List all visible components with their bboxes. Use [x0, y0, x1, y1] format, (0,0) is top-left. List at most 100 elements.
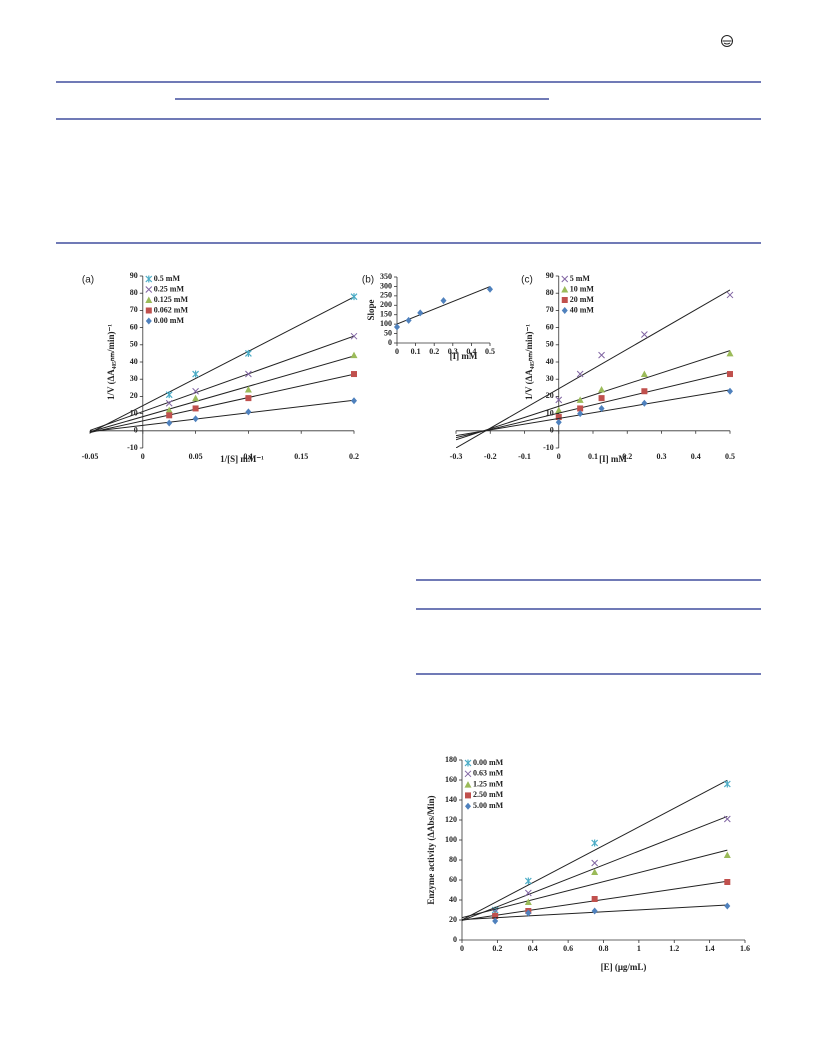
- legend-label: 2.50 mM: [473, 790, 504, 799]
- y-tick-label: 0: [388, 338, 392, 347]
- data-point: [641, 399, 648, 407]
- y-tick-label: 80: [546, 288, 554, 297]
- x-axis-title: 1/[S] mM⁻¹: [220, 454, 264, 464]
- trend-line: [90, 296, 354, 434]
- data-point: [350, 351, 358, 359]
- data-point: [394, 323, 400, 331]
- data-point: [598, 395, 605, 402]
- data-point: [145, 296, 153, 303]
- data-point: [351, 371, 357, 378]
- y-tick-label: 40: [130, 357, 138, 366]
- data-point: [192, 394, 200, 402]
- x-tick-label: 0.4: [528, 944, 538, 953]
- x-tick-label: 0.6: [563, 944, 573, 953]
- data-point: [641, 388, 648, 395]
- data-point: [576, 396, 584, 403]
- x-tick-label: -0.1: [518, 452, 531, 461]
- data-point: [555, 396, 563, 404]
- x-tick-label: 0.2: [349, 452, 359, 461]
- legend-label: 0.062 mM: [154, 305, 189, 314]
- trend-line: [90, 335, 354, 431]
- data-point: [591, 859, 599, 867]
- data-point: [165, 399, 173, 407]
- y-tick-label: 80: [449, 855, 457, 864]
- legend-label: 0.00 mM: [154, 316, 185, 325]
- y-tick-label: 70: [130, 305, 138, 314]
- data-point: [351, 397, 357, 405]
- y-tick-label: 50: [546, 340, 554, 349]
- y-tick-label: 50: [384, 328, 392, 337]
- legend-label: 5.00 mM: [473, 801, 504, 810]
- x-tick-label: 1.6: [740, 944, 750, 953]
- trend-line: [397, 286, 490, 325]
- y-tick-label: 0: [134, 426, 138, 435]
- data-point: [192, 370, 200, 378]
- data-point: [405, 316, 412, 324]
- x-tick-label: 0.5: [725, 452, 735, 461]
- y-tick-label: 0: [550, 426, 554, 435]
- x-axis-title: [E] (μg/mL): [601, 962, 647, 972]
- data-point: [591, 868, 599, 875]
- data-point: [561, 297, 568, 303]
- panel-label: (b): [362, 275, 374, 286]
- legend-label: 0.00 mM: [473, 758, 504, 767]
- y-axis-title: Slope: [366, 299, 376, 320]
- data-point: [727, 387, 733, 395]
- data-point: [244, 349, 252, 357]
- data-point: [245, 395, 252, 402]
- data-point: [166, 412, 173, 419]
- data-point: [492, 913, 499, 919]
- data-point: [524, 877, 532, 885]
- y-tick-label: -10: [127, 443, 138, 452]
- y-tick-label: 70: [546, 305, 554, 314]
- data-point: [640, 370, 648, 378]
- x-tick-label: 0: [141, 452, 145, 461]
- data-point: [487, 285, 493, 293]
- x-tick-label: 0.4: [466, 347, 476, 356]
- data-point: [192, 415, 199, 423]
- x-tick-label: 1.4: [705, 944, 715, 953]
- panel-label: (a): [82, 275, 94, 286]
- x-axis-title: [I] mM: [450, 351, 478, 361]
- data-point: [464, 759, 472, 767]
- y-tick-label: 20: [130, 391, 138, 400]
- x-tick-label: -0.3: [450, 452, 463, 461]
- legend-label: 0.5 mM: [154, 274, 181, 283]
- x-tick-label: 0.3: [448, 347, 458, 356]
- legend-label: 40 mM: [570, 305, 595, 314]
- data-point: [165, 391, 173, 399]
- data-point: [464, 770, 472, 778]
- y-tick-label: 30: [130, 374, 138, 383]
- y-tick-label: 20: [449, 915, 457, 924]
- x-tick-label: 0: [557, 452, 561, 461]
- x-tick-label: 0.05: [189, 452, 203, 461]
- x-tick-label: 0.8: [599, 944, 609, 953]
- y-tick-label: 200: [380, 300, 392, 309]
- x-tick-label: 1.2: [669, 944, 679, 953]
- y-axis-title: Enzyme activity (ΔAbs/Min): [426, 795, 436, 904]
- x-tick-label: 0.5: [485, 347, 495, 356]
- data-point: [598, 386, 606, 393]
- data-point: [723, 780, 731, 788]
- x-tick-label: 0.2: [429, 347, 439, 356]
- data-point: [727, 371, 733, 378]
- data-point: [726, 291, 734, 299]
- data-point: [145, 286, 153, 293]
- x-tick-label: -0.05: [82, 452, 99, 461]
- data-point: [591, 896, 598, 902]
- y-tick-label: 80: [130, 288, 138, 297]
- data-point: [145, 317, 152, 325]
- y-tick-label: 40: [449, 895, 457, 904]
- trend-line: [462, 849, 728, 919]
- y-tick-label: 350: [380, 272, 392, 281]
- y-tick-label: 250: [380, 291, 392, 300]
- x-tick-label: 0: [460, 944, 464, 953]
- journal-icon: [721, 35, 733, 47]
- y-tick-label: 90: [130, 271, 138, 280]
- y-tick-label: 120: [445, 815, 457, 824]
- trend-line: [462, 815, 728, 922]
- data-point: [166, 419, 173, 427]
